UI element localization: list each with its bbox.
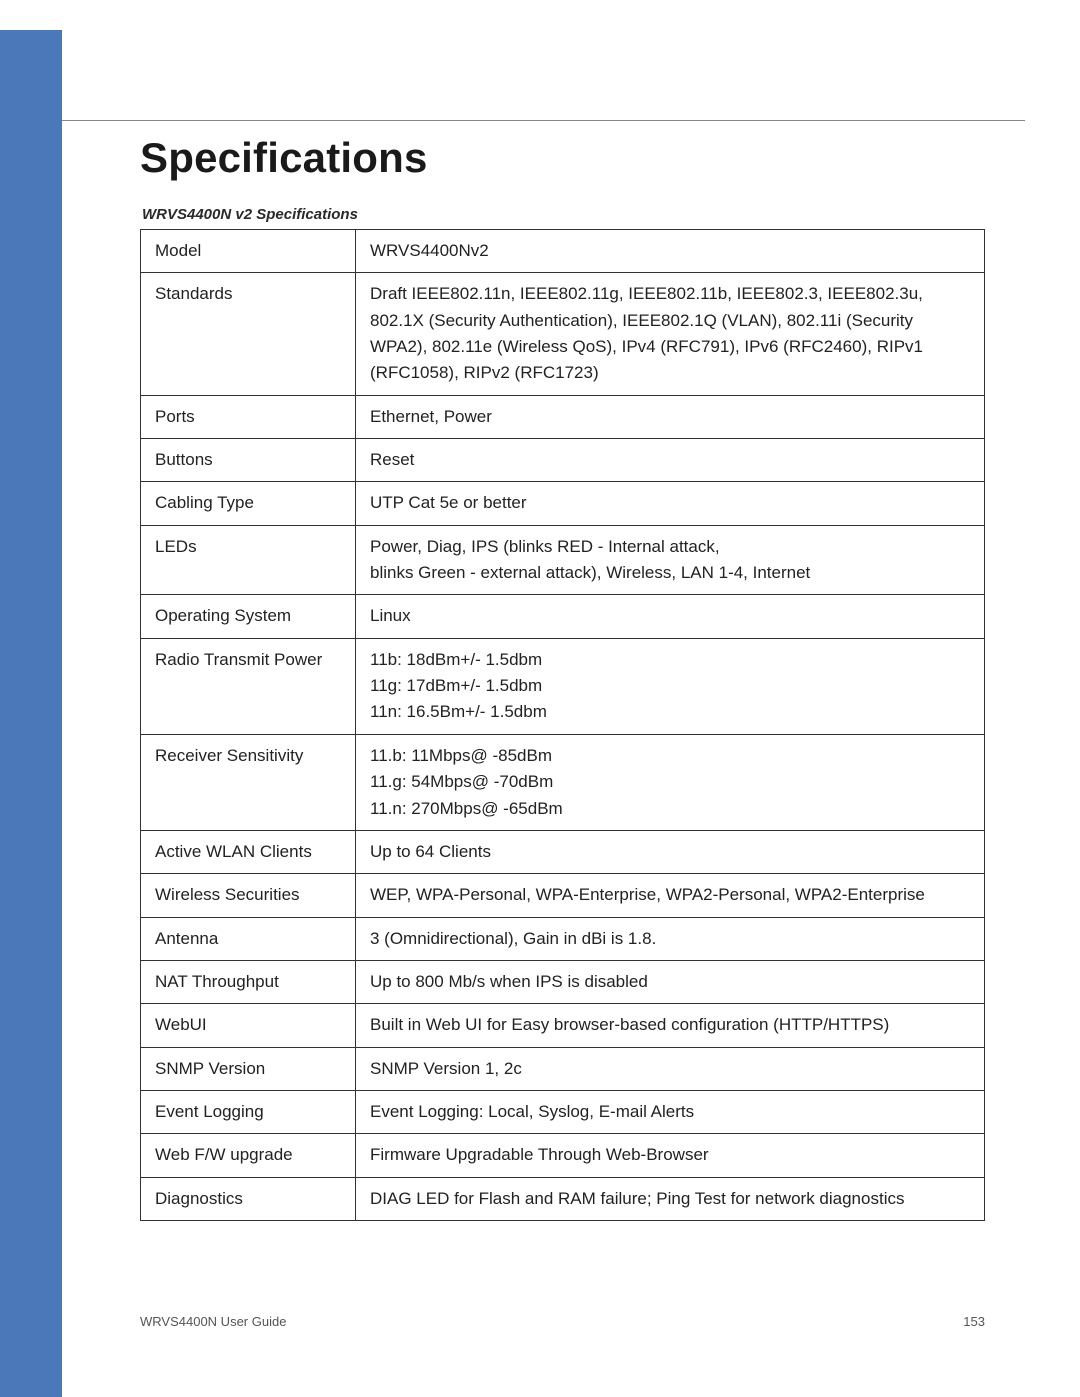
table-row: SNMP VersionSNMP Version 1, 2c: [141, 1047, 985, 1090]
header-rule: [62, 120, 1025, 121]
spec-value: UTP Cat 5e or better: [356, 482, 985, 525]
table-row: Wireless SecuritiesWEP, WPA-Personal, WP…: [141, 874, 985, 917]
spec-key: Web F/W upgrade: [141, 1134, 356, 1177]
table-row: StandardsDraft IEEE802.11n, IEEE802.11g,…: [141, 273, 985, 395]
table-row: Cabling TypeUTP Cat 5e or better: [141, 482, 985, 525]
spec-key: LEDs: [141, 525, 356, 595]
spec-value: Linux: [356, 595, 985, 638]
spec-value: WEP, WPA-Personal, WPA-Enterprise, WPA2-…: [356, 874, 985, 917]
spec-value: Draft IEEE802.11n, IEEE802.11g, IEEE802.…: [356, 273, 985, 395]
spec-value: Ethernet, Power: [356, 395, 985, 438]
spec-value: SNMP Version 1, 2c: [356, 1047, 985, 1090]
table-row: Web F/W upgradeFirmware Upgradable Throu…: [141, 1134, 985, 1177]
spec-key: WebUI: [141, 1004, 356, 1047]
table-row: DiagnosticsDIAG LED for Flash and RAM fa…: [141, 1177, 985, 1220]
footer-guide-name: WRVS4400N User Guide: [140, 1314, 286, 1329]
table-row: Event LoggingEvent Logging: Local, Syslo…: [141, 1090, 985, 1133]
spec-key: Cabling Type: [141, 482, 356, 525]
spec-key: SNMP Version: [141, 1047, 356, 1090]
spec-key: Active WLAN Clients: [141, 830, 356, 873]
spec-key: Standards: [141, 273, 356, 395]
spec-value: WRVS4400Nv2: [356, 230, 985, 273]
spec-value: 11b: 18dBm+/- 1.5dbm11g: 17dBm+/- 1.5dbm…: [356, 638, 985, 734]
spec-key: Model: [141, 230, 356, 273]
spec-value: DIAG LED for Flash and RAM failure; Ping…: [356, 1177, 985, 1220]
page-title: Specifications: [140, 134, 985, 182]
spec-value: 3 (Omnidirectional), Gain in dBi is 1.8.: [356, 917, 985, 960]
spec-key: Ports: [141, 395, 356, 438]
spec-value: Up to 64 Clients: [356, 830, 985, 873]
document-page: Specifications WRVS4400N v2 Specificatio…: [0, 0, 1080, 1397]
page-footer: WRVS4400N User Guide 153: [140, 1314, 985, 1329]
spec-key: Wireless Securities: [141, 874, 356, 917]
table-row: Active WLAN ClientsUp to 64 Clients: [141, 830, 985, 873]
spec-value: Up to 800 Mb/s when IPS is disabled: [356, 960, 985, 1003]
table-row: LEDsPower, Diag, IPS (blinks RED - Inter…: [141, 525, 985, 595]
spec-key: Operating System: [141, 595, 356, 638]
table-row: Receiver Sensitivity11.b: 11Mbps@ -85dBm…: [141, 734, 985, 830]
table-row: Operating SystemLinux: [141, 595, 985, 638]
spec-key: Buttons: [141, 439, 356, 482]
spec-value: Power, Diag, IPS (blinks RED - Internal …: [356, 525, 985, 595]
table-caption: WRVS4400N v2 Specifications: [142, 206, 985, 223]
spec-key: Diagnostics: [141, 1177, 356, 1220]
spec-key: NAT Throughput: [141, 960, 356, 1003]
spec-value: Reset: [356, 439, 985, 482]
table-row: PortsEthernet, Power: [141, 395, 985, 438]
spec-key: Antenna: [141, 917, 356, 960]
table-row: ButtonsReset: [141, 439, 985, 482]
table-row: NAT ThroughputUp to 800 Mb/s when IPS is…: [141, 960, 985, 1003]
spec-value: Event Logging: Local, Syslog, E-mail Ale…: [356, 1090, 985, 1133]
spec-value: Firmware Upgradable Through Web-Browser: [356, 1134, 985, 1177]
spec-key: Event Logging: [141, 1090, 356, 1133]
footer-page-number: 153: [963, 1314, 985, 1329]
spec-key: Radio Transmit Power: [141, 638, 356, 734]
table-row: WebUIBuilt in Web UI for Easy browser-ba…: [141, 1004, 985, 1047]
spec-value: 11.b: 11Mbps@ -85dBm11.g: 54Mbps@ -70dBm…: [356, 734, 985, 830]
spec-key: Receiver Sensitivity: [141, 734, 356, 830]
content-area: Specifications WRVS4400N v2 Specificatio…: [140, 130, 985, 1221]
spec-table: ModelWRVS4400Nv2StandardsDraft IEEE802.1…: [140, 229, 985, 1221]
spec-value: Built in Web UI for Easy browser-based c…: [356, 1004, 985, 1047]
spec-table-body: ModelWRVS4400Nv2StandardsDraft IEEE802.1…: [141, 230, 985, 1221]
table-row: ModelWRVS4400Nv2: [141, 230, 985, 273]
top-band: [0, 0, 1080, 120]
side-stripe: [0, 30, 62, 1397]
table-row: Antenna3 (Omnidirectional), Gain in dBi …: [141, 917, 985, 960]
table-row: Radio Transmit Power11b: 18dBm+/- 1.5dbm…: [141, 638, 985, 734]
